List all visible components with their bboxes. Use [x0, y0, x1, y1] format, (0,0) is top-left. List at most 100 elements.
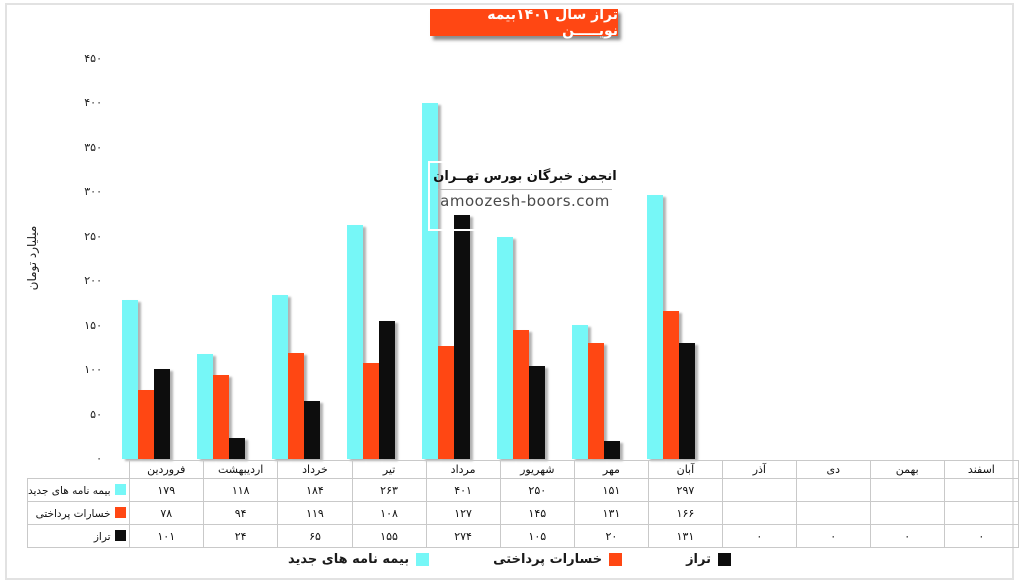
table-month-header: مهر [573, 460, 649, 479]
y-axis-tick-label: ۱۰۰ [84, 363, 102, 377]
chart-bar [571, 324, 588, 459]
y-axis-tick-label: ۰ [96, 452, 102, 465]
chart-bar [121, 299, 138, 459]
table-value-cell: ۱۶۶ [647, 501, 723, 525]
chart-bar [528, 365, 545, 459]
watermark-url: amoozesh-boors.com [440, 192, 610, 210]
table-value-cell: ۲۹۷ [647, 478, 723, 502]
table-value-cell: ۲۰ [573, 524, 649, 548]
chart-bar [287, 353, 304, 459]
chart-bar [153, 369, 170, 459]
table-month-header: بهمن [869, 460, 945, 479]
table-value-cell: ۰ [721, 524, 797, 548]
y-axis-tick-label: ۳۰۰ [84, 185, 102, 199]
table-row-label: بیمه نامه های جدید [27, 478, 130, 502]
table-value-cell: ۰ [795, 524, 871, 548]
table-value-cell: ۱۱۹ [277, 501, 353, 525]
chart-bar [646, 195, 663, 459]
table-value-cell: ۰ [943, 524, 1019, 548]
table-value-cell: ۱۴۵ [499, 501, 575, 525]
table-value-cell: ۱۰۵ [499, 524, 575, 548]
table-month-header: اردیبهشت [202, 460, 279, 479]
table-value-cell: ۱۵۵ [351, 524, 427, 548]
table-value-cell: ۱۸۴ [277, 478, 353, 502]
legend-swatch [718, 552, 731, 566]
chart-bar [362, 363, 379, 459]
y-axis-tick-label: ۵۰ [90, 407, 102, 421]
y-axis-title: میلیارد تومان [25, 225, 39, 291]
table-value-cell: ۱۳۱ [573, 501, 649, 525]
table-row: بیمه نامه های جدید ۱۷۹ ۱۱۸ ۱۸۴ ۲۶۳ ۴۰۱ ۲۵۰ ۱۵۱ ۲… [27, 478, 1019, 502]
table-month-header: خرداد [277, 460, 353, 479]
table-value-cell: ۲۷۴ [425, 524, 501, 548]
table-value-cell [795, 501, 871, 525]
chart-bar [678, 342, 695, 459]
legend-item: خسارات پرداختی [493, 552, 623, 567]
chart-bar [303, 401, 320, 459]
watermark-text-fa: انجمن خبرگان بورس تهــران [433, 169, 617, 184]
chart-title-banner: تراز سال ۱۴۰۱بیمه نویـــــن [430, 6, 618, 39]
y-axis-tick-label: ۱۵۰ [84, 318, 102, 332]
table-value-cell [721, 478, 797, 502]
chart-bar [453, 215, 470, 459]
table-value-cell [869, 478, 945, 502]
y-axis-tick-label: ۲۵۰ [84, 229, 102, 243]
chart-bar [421, 102, 438, 459]
table-value-cell [869, 501, 945, 525]
chart-bar [587, 342, 604, 459]
series-key-swatch [114, 506, 126, 518]
watermark-box: انجمن خبرگان بورس تهــران amoozesh-boors… [428, 161, 622, 231]
series-key-swatch [114, 529, 126, 541]
chart-bar [437, 346, 454, 459]
chart-area-border [5, 3, 1014, 580]
table-value-cell: ۷۸ [128, 501, 204, 525]
y-axis-tick-label: ۲۰۰ [84, 274, 102, 288]
table-value-cell: ۰ [869, 524, 945, 548]
legend-swatch [416, 552, 430, 566]
table-header-row: فروردین اردیبهشت خرداد تیر مرداد شهریور مهر آبا… [28, 460, 1019, 479]
chart-bar [212, 375, 229, 459]
legend-item: تراز [686, 552, 731, 567]
table-value-cell: ۲۴ [202, 524, 279, 548]
table-month-header: آبان [647, 460, 723, 479]
chart-bar [137, 389, 154, 459]
table-month-header: اسفند [943, 460, 1019, 479]
table-value-cell: ۹۴ [202, 501, 279, 525]
table-row-label: تراز [27, 524, 130, 548]
y-axis-tick-label: ۴۵۰ [84, 52, 102, 65]
chart-legend: بیمه نامه های جدید خسارات پرداختی تراز [0, 548, 1019, 570]
table-month-header: تیر [351, 460, 427, 479]
table-value-cell [943, 478, 1019, 502]
table-value-cell: ۶۵ [277, 524, 353, 548]
table-month-header: دی [795, 460, 871, 479]
table-value-cell: ۴۰۱ [425, 478, 501, 502]
table-month-header: شهریور [499, 460, 575, 479]
chart-title: تراز سال ۱۴۰۱بیمه نویـــــن [487, 6, 618, 39]
legend-label: بیمه نامه های جدید [288, 551, 410, 567]
chart-bar [662, 311, 679, 459]
chart-bar [346, 225, 363, 459]
legend-label: تراز [686, 551, 711, 567]
table-month-header: مرداد [425, 460, 501, 479]
legend-item: بیمه نامه های جدید [288, 551, 430, 567]
table-value-cell [943, 501, 1019, 525]
table-value-cell [721, 501, 797, 525]
table-value-cell: ۱۷۹ [128, 478, 204, 502]
table-month-header: آذر [721, 460, 797, 479]
table-month-header: فروردین [128, 460, 204, 479]
table-value-cell: ۱۵۱ [573, 478, 649, 502]
table-value-cell: ۱۰۸ [351, 501, 427, 525]
table-row: خسارات پرداختی ۷۸ ۹۴ ۱۱۹ ۱۰۸ ۱۲۷ ۱۴۵ ۱۳۱ ۱۶۶ [27, 501, 1019, 525]
table-value-cell: ۱۱۸ [202, 478, 279, 502]
data-table: فروردین اردیبهشت خرداد تیر مرداد شهریور مهر آبا… [27, 460, 1019, 548]
chart-bar [228, 437, 245, 459]
chart-bar [603, 441, 620, 459]
series-key-swatch [114, 483, 126, 495]
table-row: تراز ۱۰۱ ۲۴ ۶۵ ۱۵۵ ۲۷۴ ۱۰۵ ۲۰ ۱۳۱ ۰ ۰ ۰ ۰ [27, 524, 1019, 548]
chart-bar [196, 354, 213, 459]
table-value-cell: ۱۰۱ [128, 524, 204, 548]
table-value-cell: ۲۶۳ [351, 478, 427, 502]
chart-bar [271, 295, 288, 459]
y-axis-tick-label: ۴۰۰ [84, 96, 102, 110]
chart-bar [512, 330, 529, 459]
